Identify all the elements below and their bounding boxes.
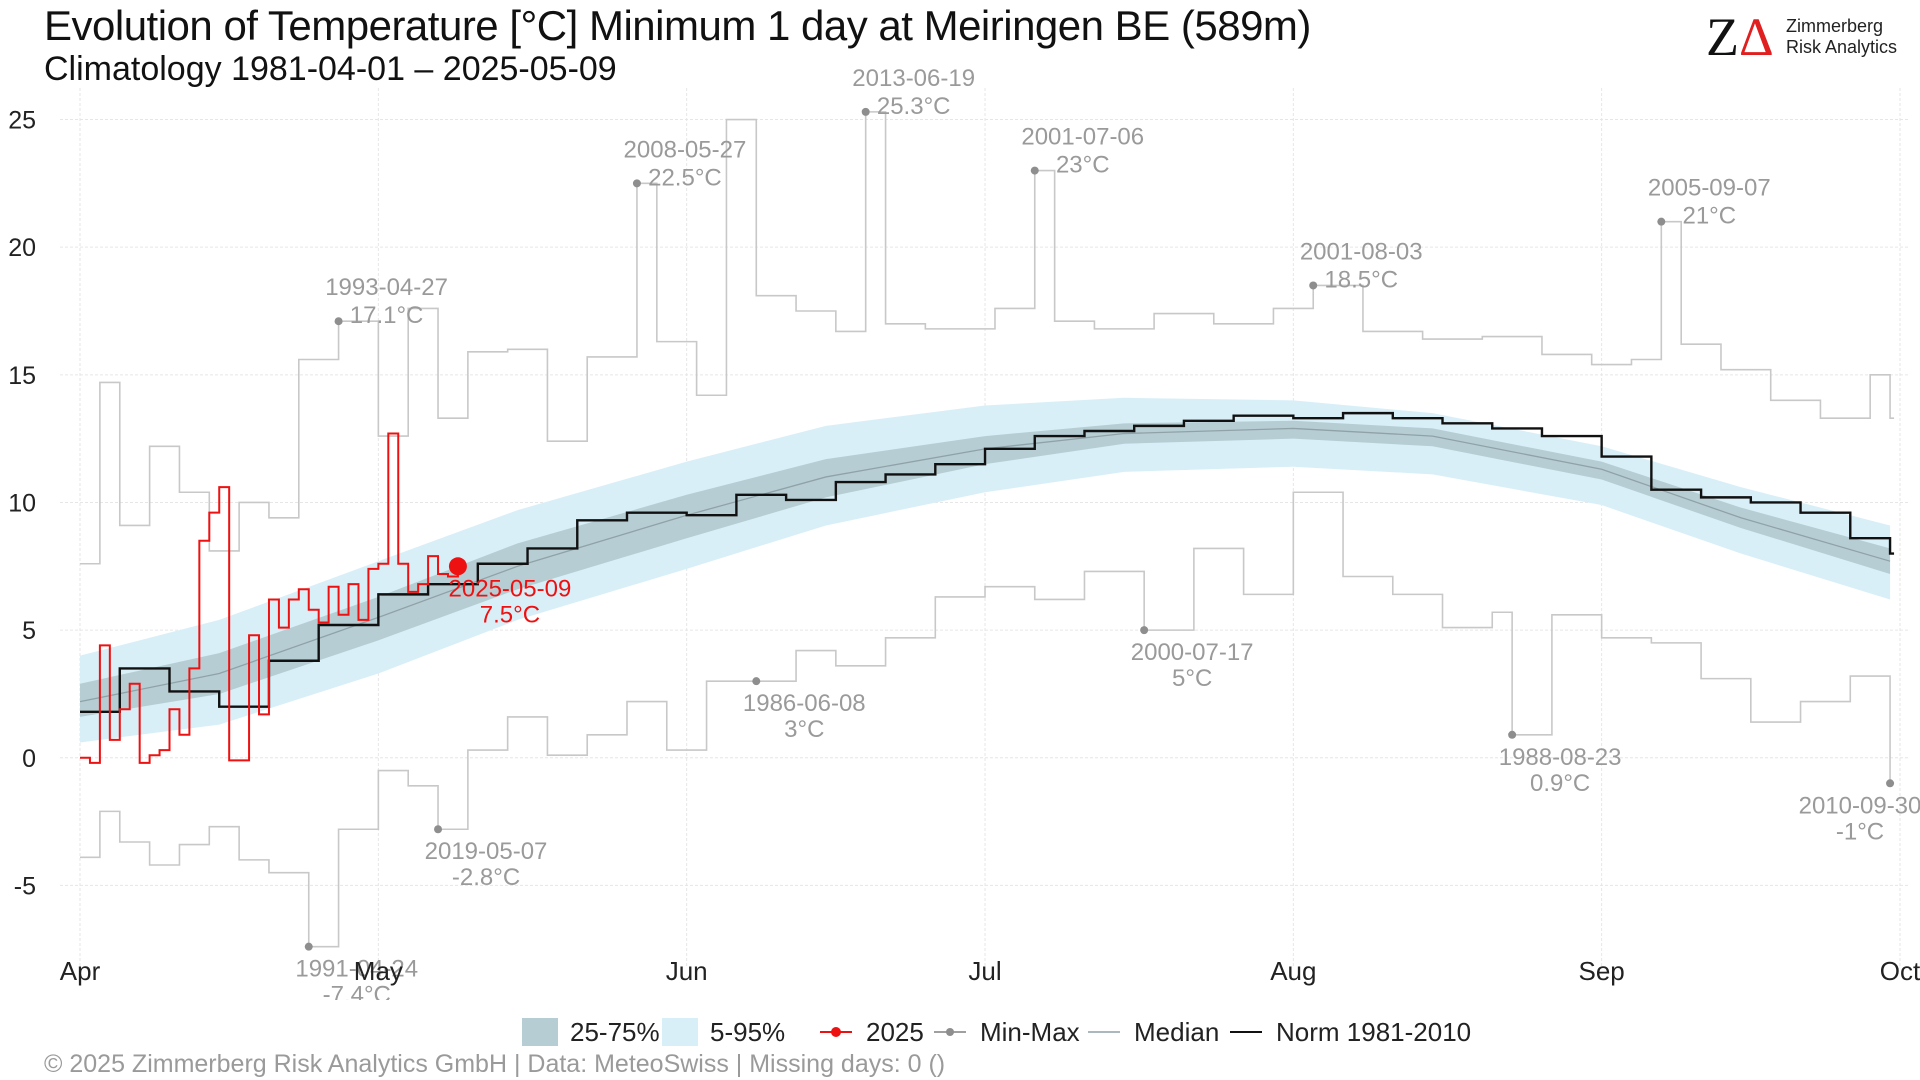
extreme-point	[1309, 281, 1318, 290]
annotation-date: 2008-05-27	[624, 136, 747, 163]
annotation-date: 2025-05-09	[449, 575, 572, 602]
logo-line-2: Risk Analytics	[1786, 37, 1898, 57]
logo-line-1: Zimmerberg	[1786, 16, 1884, 36]
annotation-date: 2001-08-03	[1300, 238, 1423, 265]
chart-title: Evolution of Temperature [°C] Minimum 1 …	[44, 2, 1311, 49]
logo-z: Z	[1706, 7, 1739, 67]
legend-swatch-p5-95	[662, 1018, 698, 1046]
legend-key-current	[818, 1018, 854, 1046]
y-tick-label: 25	[8, 107, 36, 135]
x-tick-label: Aug	[1270, 956, 1316, 986]
x-tick-label: Apr	[60, 956, 101, 986]
x-tick-label: Jul	[968, 956, 1001, 986]
company-logo: ZΔ Zimmerberg Risk Analytics	[1706, 10, 1916, 64]
annotation-value: 7.5°C	[480, 601, 540, 628]
legend-item-median: Median	[1086, 1012, 1219, 1052]
axes: 25 20 15 10 5 0 -5 Apr May Jun Jul Aug Sep Oct	[8, 107, 1920, 986]
x-tick-label: Oct	[1880, 956, 1920, 986]
annotation-value: 3°C	[784, 716, 824, 743]
legend-key-norm	[1228, 1018, 1264, 1046]
annotation-date: 1993-04-27	[325, 274, 448, 301]
legend-item-current: 2025	[818, 1012, 924, 1052]
y-tick-label: 20	[8, 234, 36, 262]
annotation-value: 25.3°C	[877, 93, 951, 120]
legend-swatch-iqr	[522, 1018, 558, 1046]
legend-label-minmax: Min-Max	[980, 1016, 1080, 1047]
x-tick-label: Sep	[1579, 956, 1625, 986]
annotation-value: 18.5°C	[1324, 266, 1398, 293]
annotation-value: -2.8°C	[452, 864, 520, 891]
y-tick-label: 0	[22, 745, 36, 773]
legend-key-minmax	[932, 1018, 968, 1046]
annotation-value: -7.4°C	[323, 982, 391, 1000]
extreme-point	[434, 825, 443, 834]
extreme-point	[752, 677, 761, 686]
y-tick-label: 10	[8, 489, 36, 517]
chart-subtitle: Climatology 1981-04-01 – 2025-05-09	[44, 50, 617, 88]
x-tick-label: Jun	[666, 956, 708, 986]
legend-label-current: 2025	[866, 1016, 924, 1047]
band-p5-95	[80, 397, 1891, 743]
legend-label-norm: Norm 1981-2010	[1276, 1016, 1472, 1047]
footer-credits: © 2025 Zimmerberg Risk Analytics GmbH | …	[44, 1050, 946, 1078]
annotation-date: 1988-08-23	[1499, 744, 1622, 771]
logo-delta: Δ	[1739, 7, 1774, 67]
annotation-date: 2010-09-30	[1799, 792, 1920, 819]
annotation-value: -1°C	[1836, 818, 1884, 845]
annotation-date: 2019-05-07	[425, 838, 548, 865]
y-tick-label: 15	[8, 362, 36, 390]
bands	[80, 397, 1891, 743]
series-2025-line	[80, 432, 462, 764]
legend-item-p5-95: 5-95%	[662, 1012, 785, 1052]
y-tick-label: 5	[22, 617, 36, 645]
annotation-date: 1986-06-08	[743, 690, 866, 717]
extreme-point	[334, 317, 343, 326]
extreme-point	[632, 179, 641, 188]
annotation-value: 5°C	[1172, 665, 1212, 692]
extreme-point	[1657, 217, 1666, 226]
extreme-point	[1140, 626, 1149, 635]
extreme-point	[861, 107, 870, 116]
logo-mark: ZΔ	[1706, 10, 1774, 64]
legend-label-iqr: 25-75%	[570, 1016, 660, 1047]
current-value-marker	[448, 557, 467, 576]
chart-legend: 25-75% 5-95% 2025 Min-Max Median Norm 19…	[0, 1012, 1920, 1052]
annotation-value: 23°C	[1056, 152, 1110, 179]
logo-text: Zimmerberg Risk Analytics	[1786, 16, 1897, 58]
series-min-line	[80, 491, 1895, 948]
legend-item-minmax: Min-Max	[932, 1012, 1080, 1052]
extreme-point	[1508, 730, 1517, 739]
legend-key-median	[1086, 1018, 1122, 1046]
x-tick-label: May	[354, 956, 403, 986]
annotation-date: 2000-07-17	[1131, 639, 1254, 666]
annotation-value: 17.1°C	[350, 302, 424, 329]
legend-label-median: Median	[1134, 1016, 1220, 1047]
grid-lines	[60, 88, 1908, 966]
y-tick-label: -5	[14, 872, 36, 900]
legend-item-norm: Norm 1981-2010	[1228, 1012, 1471, 1052]
annotation-value: 21°C	[1682, 203, 1736, 230]
series-lines	[79, 111, 1895, 948]
legend-label-p5-95: 5-95%	[710, 1016, 786, 1047]
extreme-point	[1030, 166, 1039, 175]
annotation-date: 2005-09-07	[1648, 175, 1771, 202]
annotation-value: 22.5°C	[648, 164, 722, 191]
extreme-point	[304, 942, 313, 951]
annotation-date: 1991-04-24	[295, 956, 418, 983]
annotation-date: 2013-06-19	[852, 65, 975, 92]
annotation-date: 2001-07-06	[1021, 124, 1144, 151]
legend-item-iqr: 25-75%	[522, 1012, 660, 1052]
annotation-value: 0.9°C	[1530, 770, 1590, 797]
series-norm-line	[80, 411, 1895, 714]
extreme-point	[1886, 779, 1895, 788]
